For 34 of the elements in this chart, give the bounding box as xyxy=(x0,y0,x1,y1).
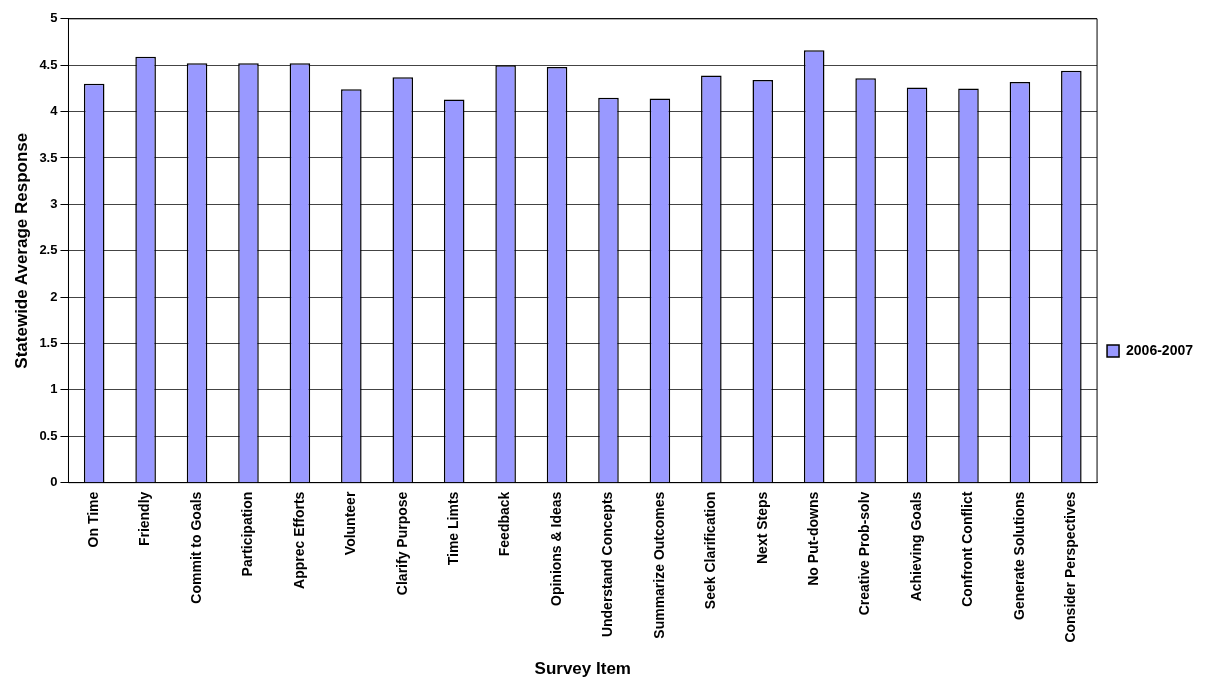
x-tick-label: Confront Conflict xyxy=(959,491,976,607)
x-tick-label: Participation xyxy=(239,491,256,577)
x-tick-label: Commit to Goals xyxy=(187,491,204,604)
x-tick-label: Apprec Efforts xyxy=(290,491,307,589)
y-axis-title: Statewide Average Response xyxy=(11,132,31,369)
x-tick-label: Understand Concepts xyxy=(599,491,616,638)
x-tick-label: Generate Solutions xyxy=(1010,491,1027,620)
legend-label: 2006-2007 xyxy=(1126,341,1194,358)
x-tick-label: Next Steps xyxy=(753,491,770,564)
x-tick-label: No Put-downs xyxy=(805,491,822,586)
x-tick-label: Clarify Purpose xyxy=(393,491,410,596)
y-tick-label: 4.5 xyxy=(39,56,58,72)
x-tick-label: Consider Perspectives xyxy=(1062,491,1079,643)
x-tick-label: Volunteer xyxy=(342,491,359,556)
y-tick-label: 4 xyxy=(50,103,59,119)
x-tick-label: Opinions & Ideas xyxy=(547,491,564,606)
y-tick-label: 3 xyxy=(50,195,58,211)
y-tick-label: 2 xyxy=(50,288,58,304)
x-tick-label: Friendly xyxy=(136,491,153,547)
y-tick-label: 5 xyxy=(50,10,58,26)
x-axis-title: Survey Item xyxy=(534,659,631,679)
x-tick-label: Seek Clarification xyxy=(702,491,719,610)
x-tick-label: Summarize Outcomes xyxy=(650,491,667,639)
x-tick-label: On Time xyxy=(85,491,102,548)
y-tick-label: 3.5 xyxy=(39,149,58,165)
y-tick-label: 0 xyxy=(50,474,58,490)
y-tick-label: 1.5 xyxy=(39,335,58,351)
x-tick-label: Time Limts xyxy=(445,491,462,566)
x-tick-label: Feedback xyxy=(496,491,513,557)
x-tick-label: Creative Prob-solv xyxy=(856,491,873,616)
y-tick-label: 2.5 xyxy=(39,242,58,258)
y-tick-label: 0.5 xyxy=(39,427,58,443)
y-tick-label: 1 xyxy=(50,381,58,397)
x-tick-label: Achieving Goals xyxy=(907,491,924,602)
